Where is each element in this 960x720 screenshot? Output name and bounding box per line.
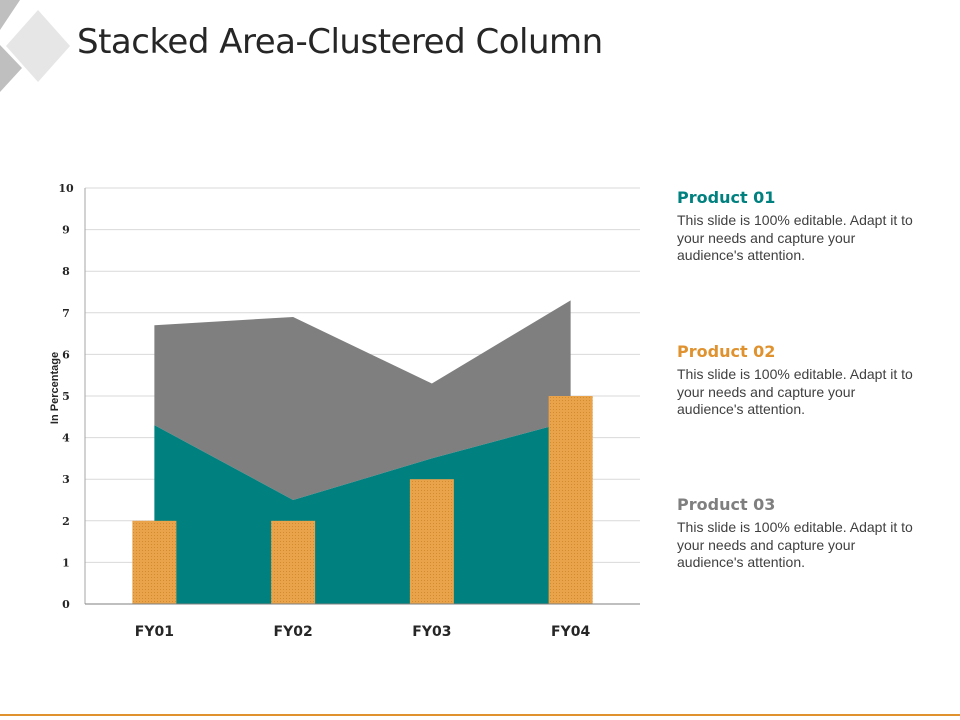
- bar-product-02: [548, 396, 593, 604]
- legend-desc-product-02: This slide is 100% editable. Adapt it to…: [677, 366, 913, 417]
- y-tick-label: 7: [62, 307, 70, 320]
- y-tick-label: 4: [62, 432, 70, 445]
- bottom-accent-rule: [0, 714, 960, 716]
- y-tick-label: 2: [62, 515, 70, 528]
- area-product-01: [154, 420, 571, 604]
- y-tick-label: 1: [62, 556, 70, 569]
- legend-title-product-01: Product 01: [677, 188, 776, 207]
- bar-product-02: [132, 520, 177, 604]
- x-tick-label: FY03: [412, 624, 451, 640]
- decorative-diamonds: [0, 0, 70, 92]
- y-tick-label: 10: [58, 182, 74, 195]
- area-product-03: [154, 300, 571, 500]
- x-tick-label: FY02: [274, 624, 313, 640]
- bar-product-02: [409, 479, 454, 604]
- legend-title-product-02: Product 02: [677, 342, 776, 361]
- bar-product-02: [271, 520, 316, 604]
- legend-product-01: Product 01 This slide is 100% editable. …: [677, 188, 917, 265]
- y-tick-label: 0: [62, 598, 70, 611]
- y-tick-label: 6: [62, 348, 70, 361]
- y-tick-label: 9: [62, 224, 70, 237]
- y-axis-label: In Percentage: [49, 352, 61, 424]
- y-tick-label: 5: [62, 390, 70, 403]
- slide-title: Stacked Area-Clustered Column: [77, 22, 603, 62]
- y-tick-label: 8: [62, 265, 70, 278]
- legend-product-02: Product 02 This slide is 100% editable. …: [677, 342, 917, 419]
- legend-desc-product-03: This slide is 100% editable. Adapt it to…: [677, 519, 913, 570]
- x-tick-label: FY01: [135, 624, 174, 640]
- legend-title-product-03: Product 03: [677, 495, 776, 514]
- x-tick-label: FY04: [551, 624, 590, 640]
- legend-product-03: Product 03 This slide is 100% editable. …: [677, 495, 917, 572]
- legend-desc-product-01: This slide is 100% editable. Adapt it to…: [677, 212, 913, 263]
- y-tick-label: 3: [62, 473, 70, 486]
